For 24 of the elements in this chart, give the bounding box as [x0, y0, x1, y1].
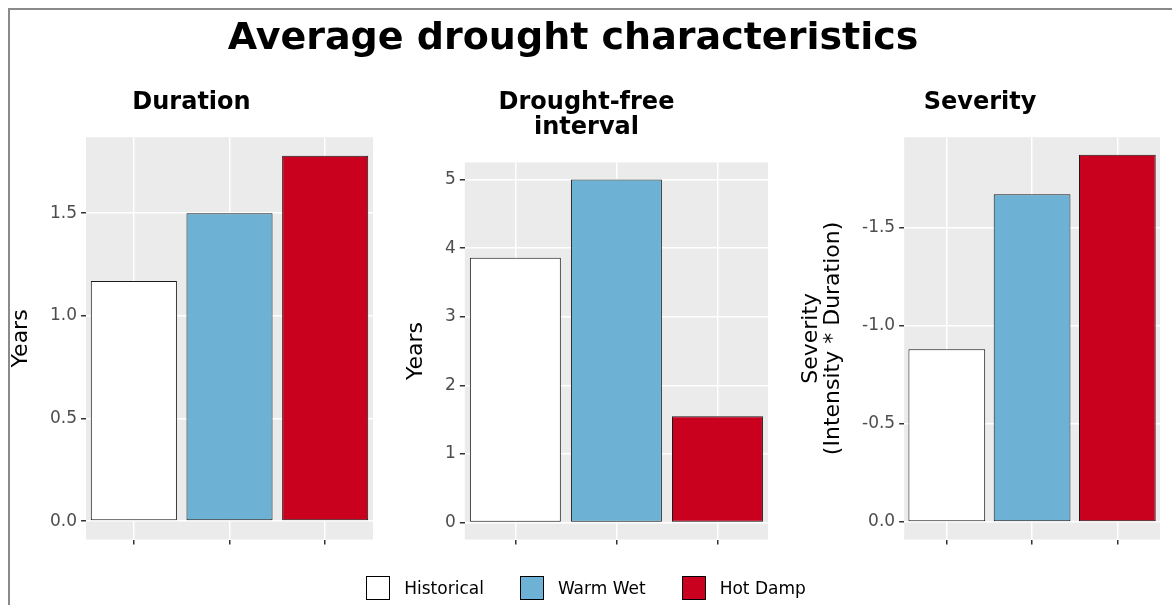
y-tick-label: 3	[444, 305, 456, 326]
y-tick-label: -0.5	[862, 412, 896, 433]
y-tick-label: 1.0	[49, 304, 78, 325]
y-tick-label: 1	[444, 442, 456, 463]
y-tick-label: 0.0	[49, 509, 78, 530]
y-tick-label: 0	[444, 510, 456, 531]
y-axis-title: Years	[401, 321, 427, 382]
y-tick-label: 2	[444, 373, 456, 394]
y-tick-label: 0.0	[868, 510, 896, 531]
y-axis-title: Years	[6, 309, 32, 369]
legend-label: Hot Damp	[719, 578, 806, 598]
y-tick-label: -1.5	[862, 215, 896, 236]
chart-title: Severity	[923, 86, 1037, 115]
y-axis-title: Severity (Intensity * Duration)	[796, 221, 844, 456]
text: Average drought characteristics	[226, 14, 920, 58]
chart-title: Duration	[132, 86, 251, 115]
y-tick-label: 0.5	[49, 406, 78, 427]
chart-title: Drought-free interval	[498, 86, 675, 141]
y-tick-label: 1.5	[49, 201, 78, 222]
y-tick-label: 5	[444, 167, 456, 188]
legend-label: Warm Wet	[557, 578, 646, 598]
y-tick-label: 4	[444, 236, 456, 257]
y-tick-label: -1.0	[862, 314, 896, 335]
legend-label: Historical	[404, 578, 484, 598]
